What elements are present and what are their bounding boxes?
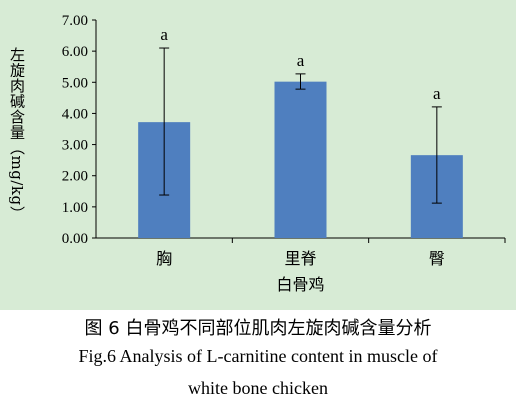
figure-caption-chinese: 图 6 白骨鸡不同部位肌肉左旋肉碱含量分析 [84,318,432,339]
y-tick-label: 5.00 [62,75,88,91]
x-tick-label: 臀 [429,249,445,268]
y-tick-label: 3.00 [62,138,88,154]
bar [274,81,327,238]
y-tick-label: 1.00 [62,200,88,216]
y-tick-label: 6.00 [62,44,88,60]
significance-label: a [160,25,168,44]
y-tick-label: 4.00 [62,106,88,122]
bar-chart: 0.00 1.00 2.00 3.00 4.00 5.00 6.00 7.00 a 胸 a 里脊 a 臀白… [62,13,506,294]
x-tick-label: 胸 [156,249,172,268]
chart-panel: 左旋肉碱含量（mg/kg） 0.00 1.00 2.00 3.00 4.00 5.00 6.… [0,0,516,310]
x-axis-title: 白骨鸡 [276,275,324,294]
x-tick-label: 里脊 [284,249,316,268]
y-tick-label: 7.00 [62,13,88,29]
significance-label: a [297,51,305,70]
figure-caption-english-line1: Fig.6 Analysis of L-carnitine content in… [78,346,438,366]
y-tick-label: 0.00 [62,231,88,247]
figure-caption-english-line2: white bone chicken [188,378,328,398]
significance-label: a [433,84,441,103]
y-tick-label: 2.00 [62,169,88,185]
y-axis-title: 左旋肉碱含量（mg/kg） [8,46,26,222]
